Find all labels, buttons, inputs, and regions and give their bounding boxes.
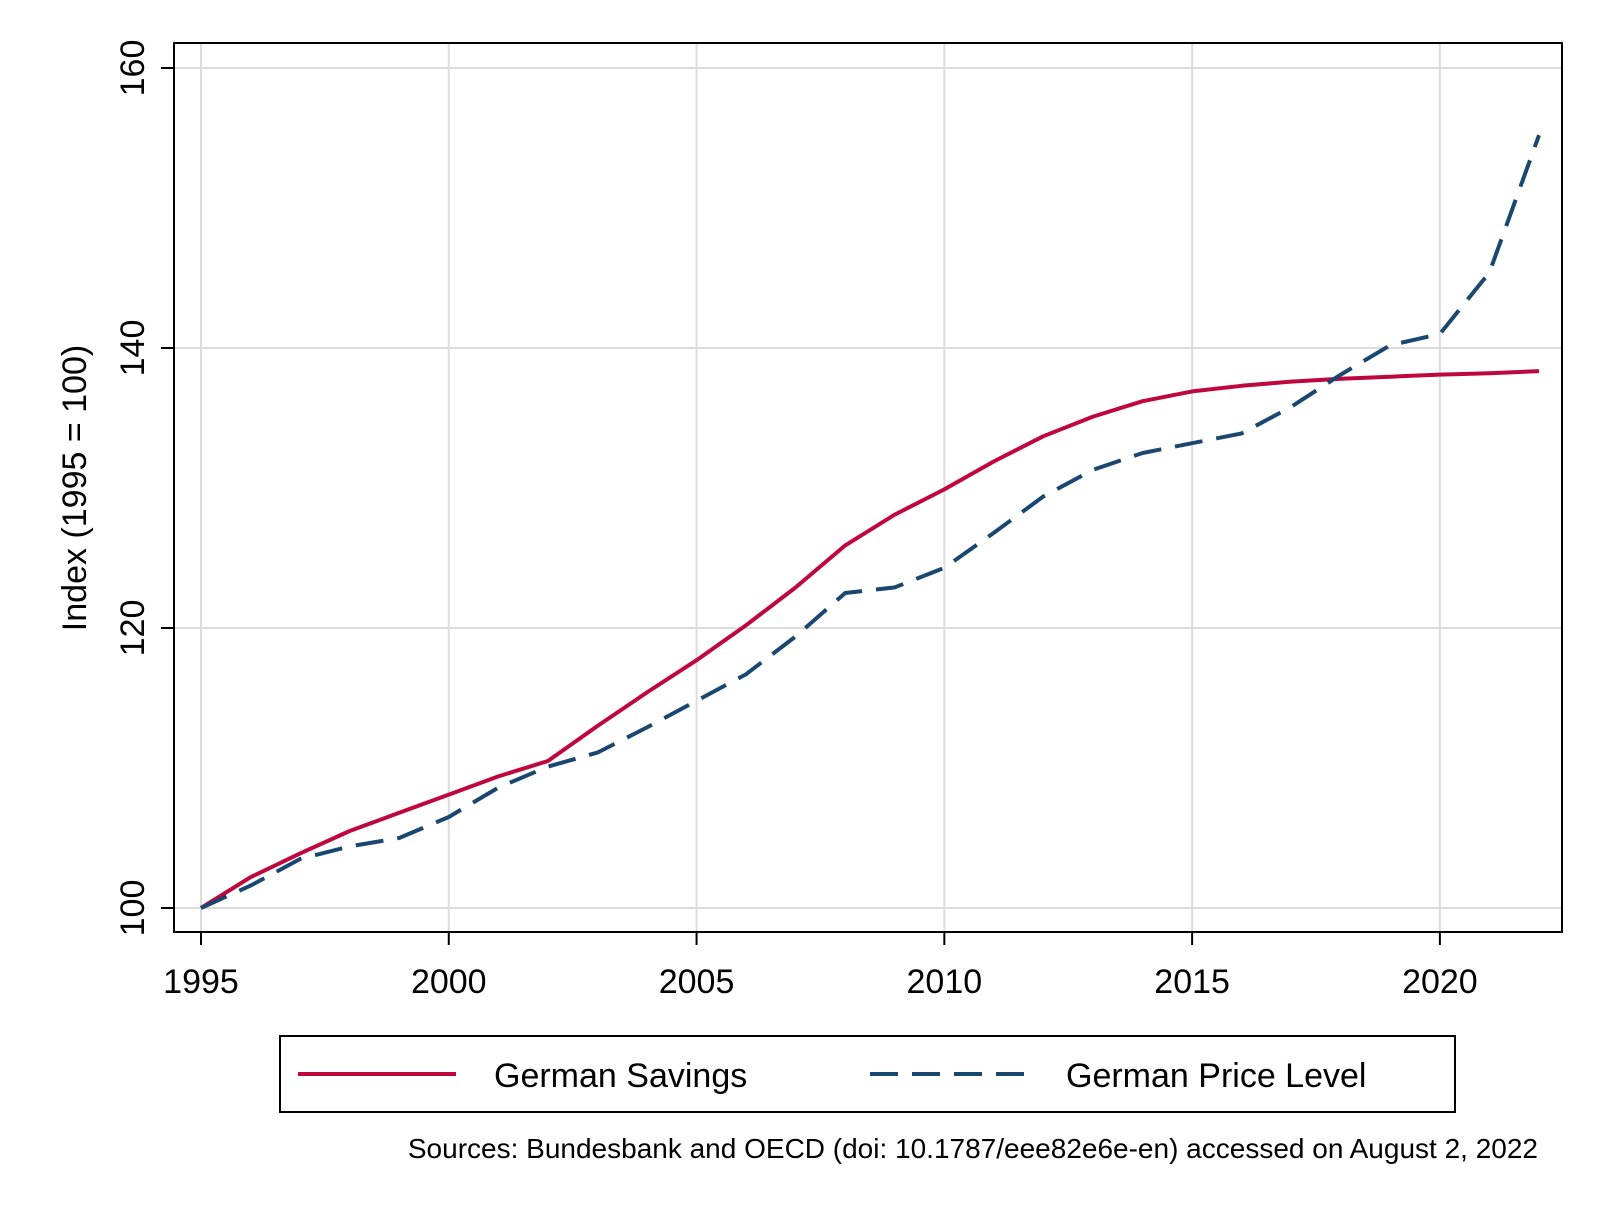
x-tick-label: 2020 [1402,963,1478,1001]
legend-box [279,1035,1456,1113]
x-tick-label: 1995 [163,963,239,1001]
x-tick-label: 2010 [907,963,983,1001]
series-line-german-savings [199,369,1540,910]
plot-frame [173,42,1563,933]
legend-label-german-price-level: German Price Level [1066,1057,1366,1095]
y-tick-label: 120 [114,600,152,657]
legend: German Savings German Price Level [279,1035,1456,1113]
y-tick-label: 160 [114,40,152,97]
series-line-german-price-level [200,134,1541,910]
x-tick-label: 2015 [1154,963,1230,1001]
y-tick-label: 100 [114,880,152,937]
y-axis-label: Index (1995 = 100) [56,345,94,631]
legend-label-german-savings: German Savings [494,1057,747,1095]
x-tick-label: 2005 [659,963,735,1001]
y-tick-label: 140 [114,320,152,377]
source-note: Sources: Bundesbank and OECD (doi: 10.17… [408,1133,1538,1164]
x-tick-label: 2000 [411,963,487,1001]
